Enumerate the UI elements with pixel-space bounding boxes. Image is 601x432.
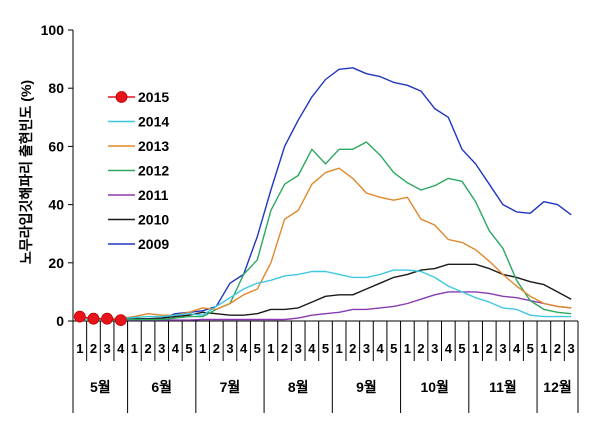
x-week-label: 5 <box>254 341 261 356</box>
series-line-2013 <box>79 167 572 321</box>
series-line-2012 <box>79 141 572 321</box>
x-week-label: 2 <box>417 341 424 356</box>
x-week-label: 5 <box>458 341 465 356</box>
x-week-label: 1 <box>540 341 547 356</box>
x-week-label: 2 <box>486 341 493 356</box>
x-week-label: 4 <box>240 341 248 356</box>
month-label: 8월 <box>288 379 309 395</box>
x-week-label: 3 <box>226 341 233 356</box>
x-week-label: 4 <box>376 341 384 356</box>
month-label: 6월 <box>151 379 172 395</box>
x-week-label: 3 <box>431 341 438 356</box>
series-point-2015 <box>101 312 114 325</box>
y-tick-label: 20 <box>48 255 64 271</box>
x-week-label: 2 <box>213 341 220 356</box>
series-line-2015 <box>79 315 121 321</box>
x-week-label: 2 <box>144 341 151 356</box>
series-point-2015 <box>73 310 86 323</box>
series-line-2014 <box>79 269 572 321</box>
x-week-label: 1 <box>472 341 479 356</box>
x-week-label: 1 <box>199 341 206 356</box>
x-week-label: 1 <box>76 341 83 356</box>
legend-label-2013: 2013 <box>138 138 169 154</box>
x-week-label: 3 <box>295 341 302 356</box>
series-point-2015 <box>114 314 127 327</box>
x-week-label: 2 <box>349 341 356 356</box>
x-week-label: 5 <box>185 341 192 356</box>
month-label: 11월 <box>489 379 517 395</box>
x-week-label: 3 <box>104 341 111 356</box>
x-week-label: 4 <box>117 341 125 356</box>
y-tick-label: 80 <box>48 80 64 96</box>
x-week-label: 3 <box>363 341 370 356</box>
x-week-label: 2 <box>281 341 288 356</box>
legend-label-2012: 2012 <box>138 163 169 179</box>
x-week-label: 1 <box>404 341 411 356</box>
x-week-label: 1 <box>267 341 274 356</box>
series-point-2015 <box>87 312 100 325</box>
series-line-2010 <box>79 263 572 321</box>
x-week-label: 4 <box>308 341 316 356</box>
x-week-label: 1 <box>131 341 138 356</box>
legend-label-2010: 2010 <box>138 212 169 228</box>
y-tick-label: 0 <box>56 313 64 329</box>
month-label: 7월 <box>220 379 241 395</box>
x-week-label: 1 <box>336 341 343 356</box>
x-week-label: 3 <box>499 341 506 356</box>
legend-label-2015: 2015 <box>138 89 169 105</box>
x-week-label: 5 <box>322 341 329 356</box>
x-week-label: 3 <box>568 341 575 356</box>
x-week-label: 5 <box>390 341 397 356</box>
y-axis-label: 노무라입깃해파리 출현빈도 (%) <box>18 80 34 264</box>
y-tick-label: 100 <box>41 22 65 38</box>
legend-label-2014: 2014 <box>138 114 169 130</box>
month-label: 10월 <box>420 379 448 395</box>
x-week-label: 4 <box>172 341 180 356</box>
x-week-label: 2 <box>554 341 561 356</box>
x-week-label: 3 <box>158 341 165 356</box>
y-tick-label: 60 <box>48 138 64 154</box>
x-week-label: 4 <box>445 341 453 356</box>
x-week-label: 2 <box>90 341 97 356</box>
x-week-label: 4 <box>513 341 521 356</box>
month-label: 9월 <box>356 379 377 395</box>
legend-label-2009: 2009 <box>138 236 169 252</box>
month-label: 12월 <box>543 379 571 395</box>
legend-label-2011: 2011 <box>138 187 169 203</box>
x-week-label: 5 <box>527 341 534 356</box>
legend-marker-2015 <box>115 91 128 103</box>
month-label: 5월 <box>90 379 111 395</box>
y-tick-label: 40 <box>48 197 64 213</box>
